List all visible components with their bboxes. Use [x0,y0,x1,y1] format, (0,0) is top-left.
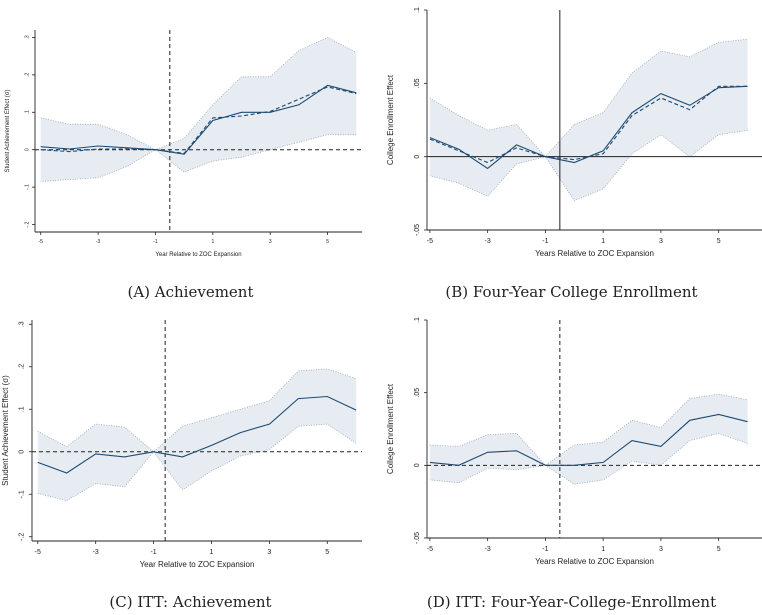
chart-a: -.2 -.1 0 .1 .2 .3 -5 -3 -1 1 3 5 Year Relative to Z… [5,30,362,258]
panel-b: -.05 0 .05 .1 -5 -3 -1 1 3 5 Years Relative to ZOC… [381,0,762,307]
estimate-line [429,85,748,170]
y-axis-title: College Enrollment Effect [386,74,395,165]
x-tick-label: -1 [150,549,156,556]
estimate-line-dashed [40,86,357,154]
x-tick-label: -1 [542,238,548,245]
y-tick-label: .1 [414,7,421,13]
y-tick-label: 0 [24,148,30,151]
x-tick-label: -3 [93,549,99,556]
y-tick-label: .1 [414,317,421,323]
panel-c: -.2 -.1 0 .1 .2 .3 -5 -3 -1 1 3 5 Year Relative to Z… [0,308,381,615]
y-axis-title: Student Achievement Effect (σ) [1,375,10,486]
band-upper-edge [37,368,357,453]
x-axis-title: Years Relative to ZOC Expansion [535,249,654,258]
band-upper-edge [429,38,748,158]
x-tick-label: -5 [39,239,44,245]
y-tick-label: .05 [414,388,421,398]
x-tick-label: 5 [717,238,721,245]
confidence-band [429,39,748,201]
estimate-line [40,84,357,155]
panel-d: -.05 0 .05 .1 -5 -3 -1 1 3 5 Years Relative to ZOC… [381,308,762,615]
y-tick-label: .3 [24,35,30,39]
x-tick-label: -1 [153,239,158,245]
band-lower-edge [429,129,748,202]
chart-d: -.05 0 .05 .1 -5 -3 -1 1 3 5 Years Relative to ZOC… [386,317,762,566]
estimate-line [37,395,357,474]
x-tick-label: 5 [717,546,721,553]
x-tick-label: -3 [96,239,101,245]
x-tick-label: 1 [601,546,605,553]
y-tick-label: 0 [18,450,25,454]
confidence-band [40,37,357,182]
y-axis-title: Student Achievement Effect (σ) [5,90,11,173]
band-lower-edge [40,134,357,182]
x-tick-label: 1 [601,238,605,245]
x-tick-label: 5 [326,239,329,245]
y-tick-label: .05 [414,78,421,88]
x-tick-label: 3 [659,546,663,553]
y-tick-label: -.1 [18,490,25,498]
estimate-line [429,413,748,466]
band-lower-edge [37,423,357,502]
x-tick-label: -3 [485,546,491,553]
y-tick-label: -.1 [24,184,30,190]
y-tick-label: .1 [18,406,25,412]
band-upper-edge [429,393,748,466]
y-tick-label: .2 [24,73,30,77]
x-tick-label: 3 [267,549,271,556]
x-tick-label: 1 [211,239,214,245]
caption-b: (B) Four-Year College Enrollment [445,283,698,301]
y-tick-label: -.05 [414,224,421,236]
confidence-band [429,394,748,485]
y-tick-label: -.2 [24,221,30,227]
x-tick-label: 5 [325,549,329,556]
confidence-band [37,368,357,501]
x-axis-title: Year Relative to ZOC Expansion [140,560,255,569]
y-axis-title: College Enrollment Effect [386,383,395,474]
chart-b: -.05 0 .05 .1 -5 -3 -1 1 3 5 Years Relative to ZOC… [386,7,762,258]
caption-a: (A) Achievement [127,283,254,301]
panel-a: -.2 -.1 0 .1 .2 .3 -5 -3 -1 1 3 5 Year Relative to Z… [0,0,381,307]
x-tick-label: 1 [210,549,214,556]
band-upper-edge [40,37,357,151]
band-lower-edge [429,432,748,485]
chart-c: -.2 -.1 0 .1 .2 .3 -5 -3 -1 1 3 5 Year Relative to Z… [1,320,362,569]
estimate-line-dashed [429,85,748,164]
x-tick-label: -5 [427,546,433,553]
y-tick-label: .2 [18,364,25,370]
y-tick-label: 0 [414,463,421,467]
y-tick-label: .3 [18,321,25,327]
x-tick-label: -5 [427,238,433,245]
x-tick-label: 3 [659,238,663,245]
y-tick-label: 0 [414,155,421,159]
y-tick-label: .1 [24,110,30,114]
x-axis-title: Year Relative to ZOC Expansion [155,252,241,258]
x-tick-label: -5 [35,549,41,556]
x-tick-label: -1 [542,546,548,553]
y-tick-label: -.05 [414,532,421,544]
x-tick-label: 3 [269,239,272,245]
y-tick-label: -.2 [18,533,25,541]
x-axis-title: Years Relative to ZOC Expansion [535,557,654,566]
caption-d: (D) ITT: Four-Year-College-Enrollment [426,593,717,611]
caption-c: (C) ITT: Achievement [109,593,272,611]
x-tick-label: -3 [485,238,491,245]
